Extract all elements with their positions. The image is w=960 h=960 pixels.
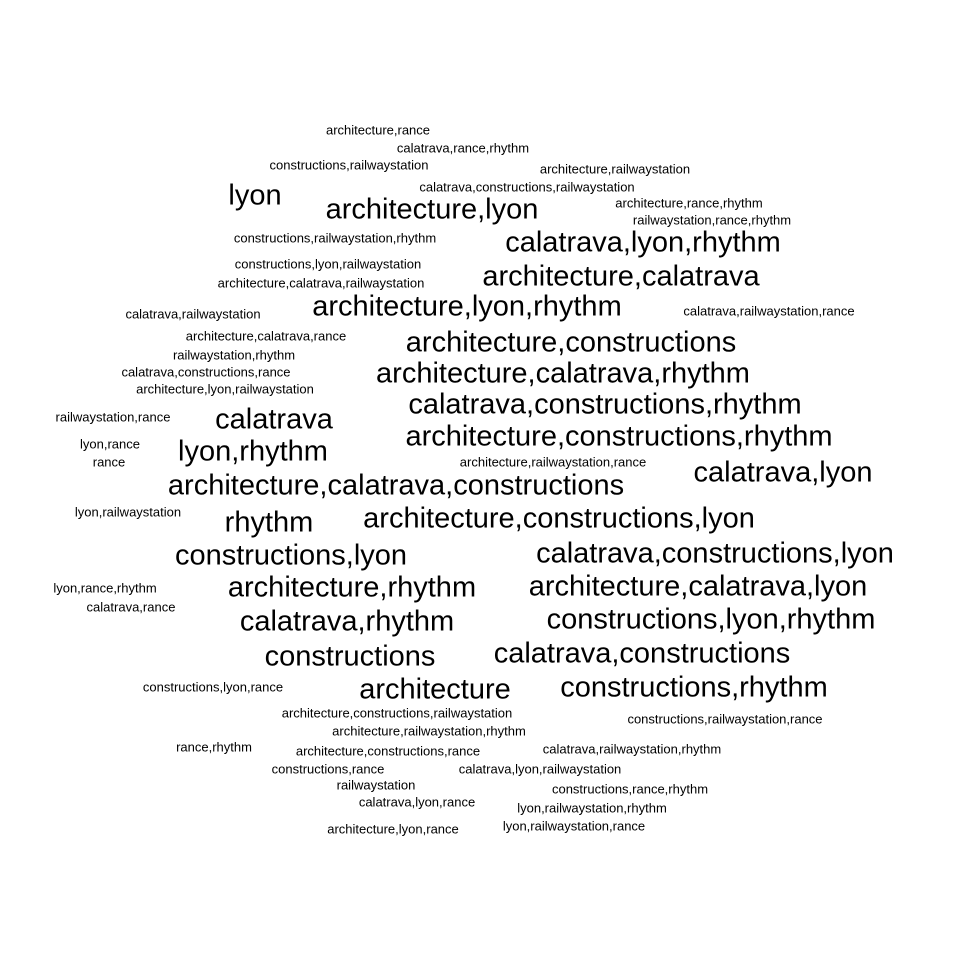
cloud-word: architecture,lyon,rance	[327, 821, 459, 837]
cloud-word: lyon,rance,rhythm	[53, 580, 157, 596]
cloud-word: constructions,rhythm	[560, 671, 828, 704]
cloud-word: lyon,railwaystation,rance	[502, 818, 646, 834]
cloud-word: railwaystation	[336, 777, 416, 793]
cloud-word: calatrava,rance	[86, 599, 176, 615]
cloud-word: architecture,constructions	[405, 326, 737, 359]
cloud-word: railwaystation,rance	[55, 409, 171, 425]
cloud-word: constructions,lyon,railwaystation	[234, 256, 422, 272]
cloud-word: calatrava,constructions,rhythm	[408, 388, 802, 421]
cloud-word: calatrava,constructions,rance	[121, 364, 291, 380]
cloud-word: railwaystation,rhythm	[172, 347, 296, 363]
cloud-word: calatrava,rhythm	[239, 605, 455, 638]
cloud-word: architecture,constructions,lyon	[363, 502, 755, 535]
cloud-word: calatrava	[215, 403, 333, 436]
cloud-word: calatrava,lyon,railwaystation	[458, 761, 622, 777]
cloud-word: architecture,railwaystation,rance	[459, 454, 647, 470]
cloud-word: calatrava,railwaystation,rance	[683, 303, 855, 319]
cloud-word: rance	[92, 454, 126, 470]
cloud-word: constructions,railwaystation,rance	[627, 711, 823, 727]
cloud-word: architecture	[359, 673, 511, 706]
cloud-word: rance,rhythm	[176, 739, 252, 755]
cloud-word: calatrava,rance,rhythm	[396, 140, 530, 156]
cloud-word: lyon,railwaystation	[74, 504, 182, 520]
cloud-word: architecture,rance,rhythm	[615, 195, 763, 211]
cloud-word: calatrava,railwaystation	[125, 306, 261, 322]
cloud-word: architecture,railwaystation,rhythm	[332, 723, 526, 739]
cloud-word: lyon	[228, 179, 282, 212]
cloud-word: architecture,calatrava	[482, 260, 760, 293]
cloud-word: calatrava,constructions,lyon	[536, 537, 894, 570]
cloud-word: architecture,rhythm	[227, 571, 477, 604]
cloud-word: architecture,constructions,rhythm	[405, 420, 833, 453]
cloud-word: constructions,lyon,rhythm	[546, 603, 876, 636]
cloud-word: architecture,calatrava,rance	[185, 328, 347, 344]
cloud-word: lyon,rance	[80, 436, 140, 452]
cloud-word: architecture,calatrava,rhythm	[376, 357, 750, 390]
cloud-word: architecture,calatrava,lyon	[528, 570, 868, 603]
cloud-word: calatrava,lyon,rhythm	[505, 226, 781, 259]
cloud-word: architecture,calatrava,railwaystation	[217, 275, 425, 291]
cloud-word: constructions,railwaystation	[269, 157, 429, 173]
cloud-word: constructions	[264, 640, 436, 673]
cloud-word: architecture,rance	[325, 122, 431, 138]
cloud-word: constructions,lyon,rance	[142, 679, 284, 695]
cloud-word: architecture,railwaystation	[539, 161, 691, 177]
cloud-word: architecture,constructions,rance	[295, 743, 481, 759]
cloud-word: constructions,rance,rhythm	[551, 781, 709, 797]
cloud-word: architecture,lyon	[325, 193, 539, 226]
cloud-word: lyon,railwaystation,rhythm	[517, 800, 667, 816]
cloud-word: architecture,calatrava,constructions	[167, 469, 625, 502]
cloud-word: calatrava,constructions	[493, 637, 791, 670]
cloud-word: architecture,lyon,rhythm	[312, 290, 622, 323]
cloud-word: architecture,constructions,railwaystatio…	[281, 705, 513, 721]
cloud-word: rhythm	[224, 506, 314, 539]
cloud-word: lyon,rhythm	[178, 435, 328, 468]
cloud-word: calatrava,lyon,rance	[358, 794, 476, 810]
cloud-word: architecture,lyon,railwaystation	[136, 381, 314, 397]
cloud-word: railwaystation,rance,rhythm	[632, 212, 792, 228]
cloud-word: calatrava,railwaystation,rhythm	[542, 741, 722, 757]
cloud-word: constructions,rance	[271, 761, 385, 777]
cloud-word: constructions,lyon	[174, 539, 408, 572]
cloud-word: constructions,railwaystation,rhythm	[233, 230, 437, 246]
cloud-word: calatrava,constructions,railwaystation	[419, 179, 635, 195]
cloud-word: calatrava,lyon	[693, 456, 873, 489]
